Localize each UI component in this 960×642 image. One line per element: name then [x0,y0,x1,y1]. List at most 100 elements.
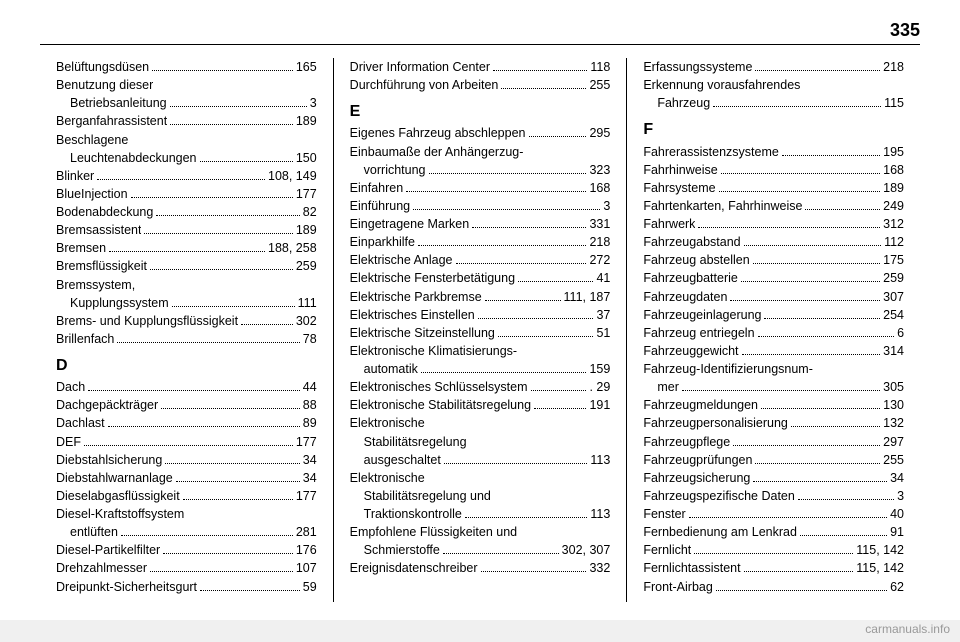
index-label: Dieselabgasflüssigkeit [56,487,180,505]
section-letter: E [350,100,611,123]
index-page-ref: 332 [589,559,610,577]
leader-dots [753,481,887,482]
index-entry-continuation: Fahrzeug-Identifizierungsnum- [643,360,904,378]
index-label: Schmierstoffe [350,541,440,559]
index-label: Elektronisches Schlüsselsystem [350,378,528,396]
index-label: vorrichtung [350,161,426,179]
index-columns: Belüftungsdüsen165Benutzung dieserBetrie… [40,58,920,602]
index-page-ref: 195 [883,143,904,161]
index-entry: entlüften281 [56,523,317,541]
index-label: Einparkhilfe [350,233,415,251]
index-entry: Fahrzeugsicherung34 [643,469,904,487]
leader-dots [161,408,300,409]
index-page-ref: 62 [890,578,904,596]
index-page-ref: 6 [897,324,904,342]
leader-dots [200,590,300,591]
index-entry: Fahrzeugbatterie259 [643,269,904,287]
index-page-ref: 111, 187 [564,288,611,306]
leader-dots [131,197,293,198]
index-label: Fahrzeugpflege [643,433,730,451]
leader-dots [800,535,887,536]
index-label: Fahrsysteme [643,179,715,197]
leader-dots [152,70,293,71]
index-entry: Fernlichtassistent115, 142 [643,559,904,577]
index-entry: Fahrerassistenzsysteme 195 [643,143,904,161]
index-page-ref: 107 [296,559,317,577]
leader-dots [109,251,265,252]
index-entry: Dachlast89 [56,414,317,432]
index-page-ref: 91 [890,523,904,541]
index-entry-continuation: Elektronische Klimatisierungs- [350,342,611,360]
index-entry: Diebstahlsicherung34 [56,451,317,469]
index-label: Fahrzeugspezifische Daten [643,487,794,505]
index-label: Fahrzeuggewicht [643,342,738,360]
index-page-ref: 168 [589,179,610,197]
index-page-ref: 59 [303,578,317,596]
leader-dots [121,535,293,536]
index-label: Drehzahlmesser [56,559,147,577]
index-label: Fahrzeug abstellen [643,251,749,269]
index-label: Fahrerassistenzsysteme [643,143,778,161]
index-label: Diebstahlwarnanlage [56,469,173,487]
index-entry: Brillenfach78 [56,330,317,348]
index-entry: Schmierstoffe302, 307 [350,541,611,559]
leader-dots [730,300,880,301]
index-label: Fahrzeugdaten [643,288,727,306]
index-label: Fernlicht [643,541,691,559]
leader-dots [481,571,587,572]
index-label: Einfahren [350,179,404,197]
index-label: Elektrische Anlage [350,251,453,269]
index-label: Stabilitätsregelung und [350,487,491,505]
index-page-ref: 189 [296,221,317,239]
index-label: Elektrische Parkbremse [350,288,482,306]
index-page-ref: 176 [296,541,317,559]
index-entry-continuation: Erkennung vorausfahrendes [643,76,904,94]
index-page-ref: 44 [303,378,317,396]
index-label: Fahrtenkarten, Fahrhinweise [643,197,802,215]
leader-dots [84,445,293,446]
index-entry: Fahrzeugeinlagerung254 [643,306,904,324]
index-page-ref: 78 [303,330,317,348]
index-entry: Fahrzeugmeldungen130 [643,396,904,414]
index-page-ref: 34 [890,469,904,487]
index-entry: Eingetragene Marken331 [350,215,611,233]
index-page-ref: 314 [883,342,904,360]
index-label: Stabilitätsregelung [350,433,467,451]
index-label: Bremsen [56,239,106,257]
index-entry: Elektrische Anlage272 [350,251,611,269]
index-label: Dachgepäckträger [56,396,158,414]
index-label: Fenster [643,505,685,523]
index-page-ref: 295 [589,124,610,142]
index-entry: mer305 [643,378,904,396]
index-entry: Fernbedienung am Lenkrad91 [643,523,904,541]
leader-dots [97,179,265,180]
index-entry: Dach44 [56,378,317,396]
index-page-ref: 113 [590,505,610,523]
index-entry: Fahrzeug115 [643,94,904,112]
leader-dots [88,390,300,391]
index-label: Elektrische Fensterbetätigung [350,269,515,287]
index-entry: Elektrische Sitzeinstellung51 [350,324,611,342]
leader-dots [444,463,588,464]
leader-dots [485,300,561,301]
index-page-ref: 3 [603,197,610,215]
index-page-ref: 40 [890,505,904,523]
leader-dots [721,173,880,174]
index-entry: Durchführung von Arbeiten255 [350,76,611,94]
leader-dots [443,553,559,554]
index-page-ref: 3 [897,487,904,505]
leader-dots [176,481,300,482]
index-entry: Dreipunkt-Sicherheitsgurt59 [56,578,317,596]
index-label: Fahrzeugpersonalisierung [643,414,788,432]
index-label: Elektrisches Einstellen [350,306,475,324]
leader-dots [698,227,880,228]
index-entry-continuation: Einbaumaße der Anhängerzug- [350,143,611,161]
index-label: Empfohlene Flüssigkeiten und [350,523,517,541]
index-label: Fahrzeug entriegeln [643,324,754,342]
index-label: mer [643,378,679,396]
leader-dots [531,390,587,391]
index-entry-continuation: Elektronische [350,414,611,432]
index-label: Fahrzeugprüfungen [643,451,752,469]
index-page-ref: 51 [596,324,610,342]
leader-dots [406,191,586,192]
